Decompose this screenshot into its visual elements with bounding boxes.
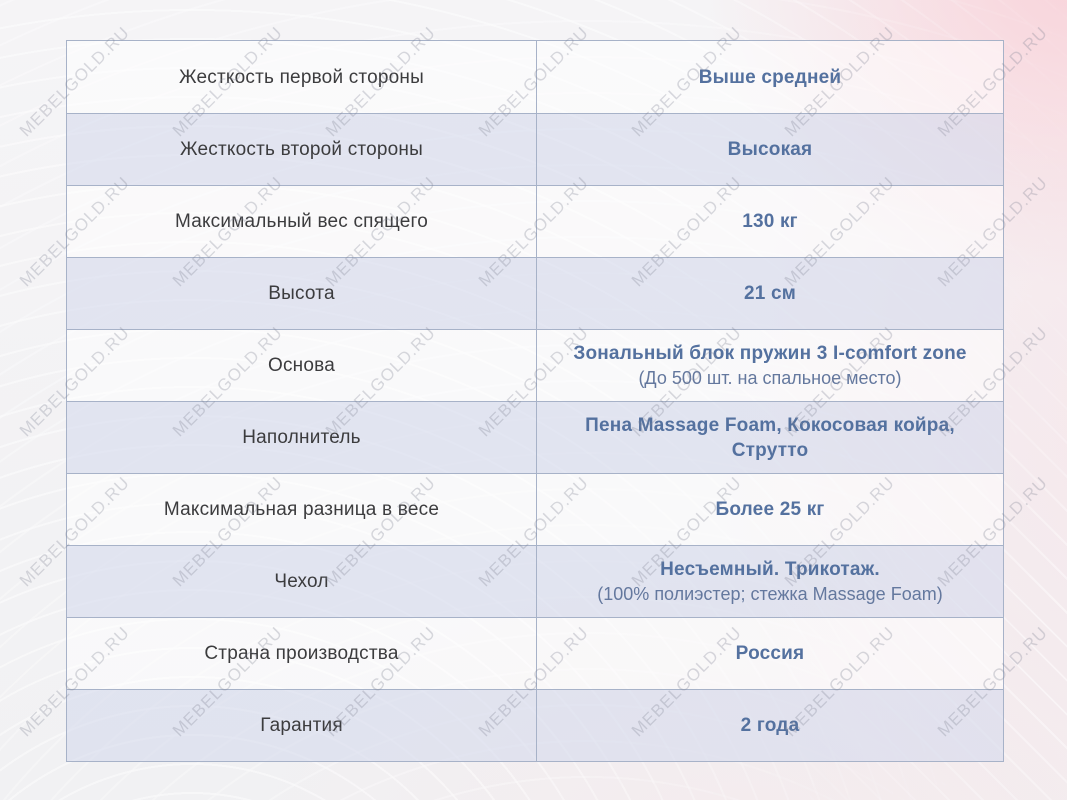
table-row: Наполнитель Пена Massage Foam, Кокосовая… <box>67 401 1003 473</box>
spec-label: Жесткость первой стороны <box>67 41 537 113</box>
spec-value: Несъемный. Трикотаж. (100% полиэстер; сте… <box>537 546 1003 617</box>
spec-label: Максимальный вес спящего <box>67 186 537 257</box>
spec-value: Выше средней <box>537 41 1003 113</box>
spec-value: 130 кг <box>537 186 1003 257</box>
table-row: Жесткость первой стороны Выше средней <box>67 41 1003 113</box>
spec-label: Страна производства <box>67 618 537 689</box>
spec-value: Зональный блок пружин 3 I-comfort zone (Д… <box>537 330 1003 401</box>
table-row: Гарантия 2 года <box>67 689 1003 761</box>
table-row: Высота 21 см <box>67 257 1003 329</box>
table-row: Максимальная разница в весе Более 25 кг <box>67 473 1003 545</box>
spec-label: Высота <box>67 258 537 329</box>
spec-label: Основа <box>67 330 537 401</box>
table-row: Основа Зональный блок пружин 3 I-comfort… <box>67 329 1003 401</box>
spec-value: Высокая <box>537 114 1003 185</box>
table-row: Чехол Несъемный. Трикотаж. (100% полиэсте… <box>67 545 1003 617</box>
spec-label: Наполнитель <box>67 402 537 473</box>
table-row: Максимальный вес спящего 130 кг <box>67 185 1003 257</box>
spec-label: Максимальная разница в весе <box>67 474 537 545</box>
spec-value: Более 25 кг <box>537 474 1003 545</box>
spec-value: 2 года <box>537 690 1003 761</box>
table-row: Жесткость второй стороны Высокая <box>67 113 1003 185</box>
table-row: Страна производства Россия <box>67 617 1003 689</box>
spec-value: 21 см <box>537 258 1003 329</box>
spec-value: Пена Massage Foam, Кокосовая койра, Стру… <box>537 402 1003 473</box>
spec-label: Чехол <box>67 546 537 617</box>
spec-label: Жесткость второй стороны <box>67 114 537 185</box>
spec-label: Гарантия <box>67 690 537 761</box>
spec-value: Россия <box>537 618 1003 689</box>
spec-table: Жесткость первой стороны Выше средней Же… <box>66 40 1004 762</box>
